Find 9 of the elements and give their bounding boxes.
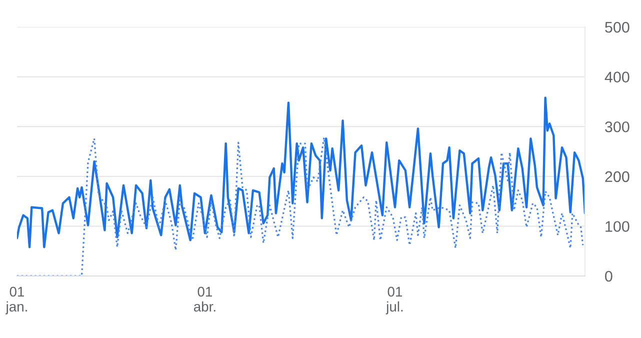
y-tick-label: 300 xyxy=(605,121,630,132)
x-tick-label: 01 abr. xyxy=(194,286,216,312)
y-tick-label: 0 xyxy=(605,270,612,282)
y-tick-label: 100 xyxy=(606,221,630,232)
y-tick-label: 400 xyxy=(604,72,630,82)
y-tick-label: 200 xyxy=(605,171,630,182)
x-tick-label: 01 jan. xyxy=(5,286,27,314)
y-tick-label: 500 xyxy=(605,22,630,33)
x-tick-label: 01 jul. xyxy=(386,286,403,314)
